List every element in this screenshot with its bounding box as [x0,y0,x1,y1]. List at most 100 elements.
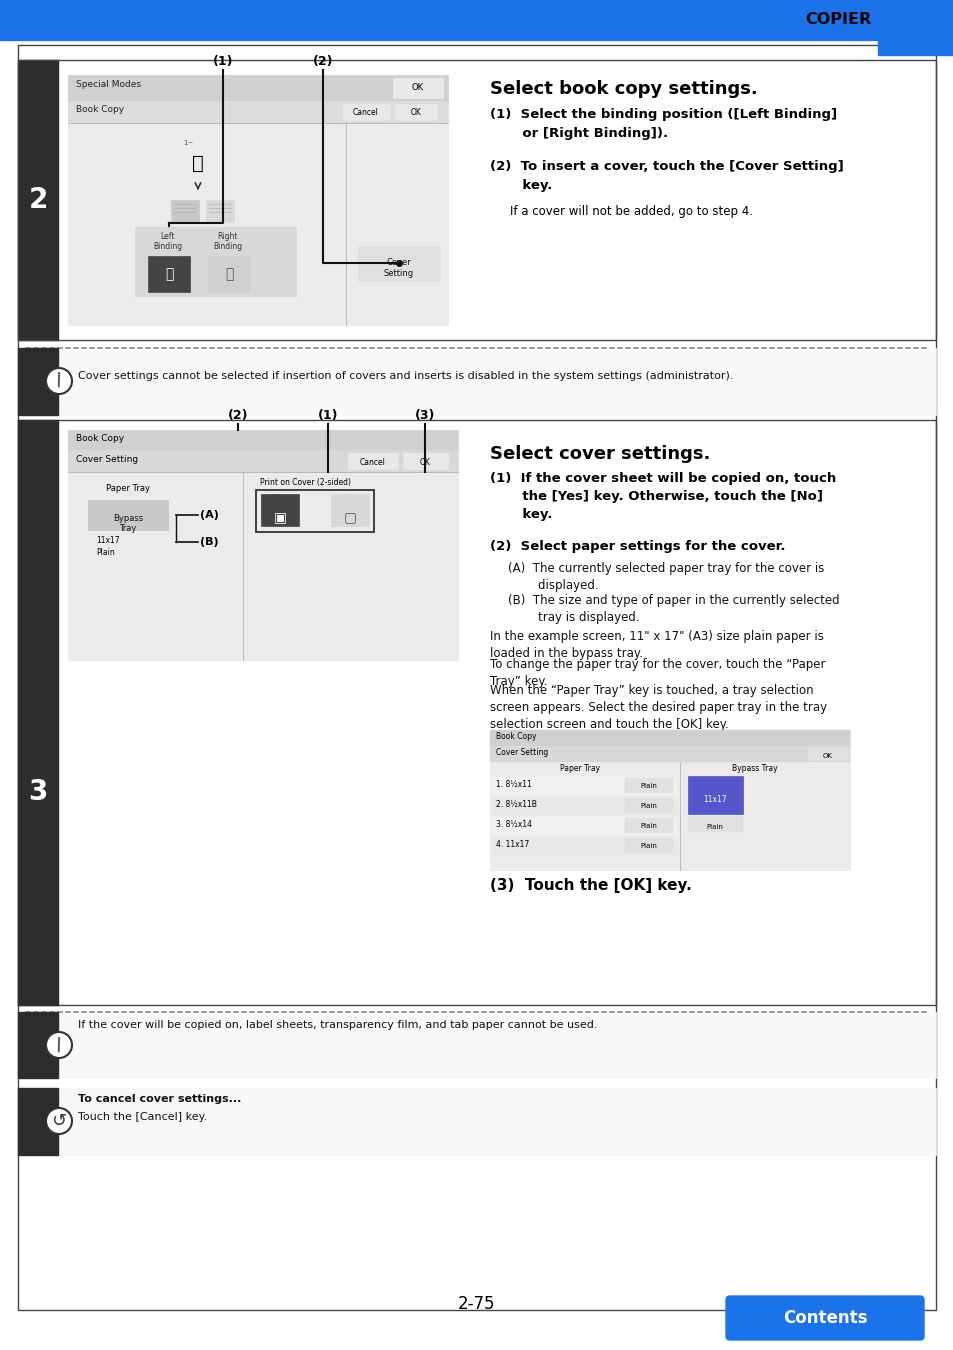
Text: (1)  Select the binding position ([Left Binding]
       or [Right Binding]).: (1) Select the binding position ([Left B… [490,108,836,140]
Text: (3)  Touch the [OK] key.: (3) Touch the [OK] key. [490,878,691,892]
Text: Select cover settings.: Select cover settings. [490,446,710,463]
Bar [492,817,678,836]
Text: OK: OK [822,753,832,759]
Text: Plain: Plain [639,783,657,788]
Text: In the example screen, 11" x 17" (A3) size plain paper is
loaded in the bypass t: In the example screen, 11" x 17" (A3) si… [490,630,823,660]
Bar [624,778,672,792]
Bar [18,59,58,340]
Text: Book Copy: Book Copy [496,732,536,741]
Text: Plain: Plain [706,824,722,830]
Bar [18,348,58,414]
Text: Plain: Plain [96,548,114,558]
Bar [490,747,849,761]
Bar [68,431,457,660]
Text: 📖: 📖 [192,154,204,173]
Text: Left
Binding: Left Binding [153,232,182,251]
Text: Paper Tray: Paper Tray [106,485,150,493]
Text: (B): (B) [200,537,218,547]
Bar [261,494,298,526]
Text: (2)  To insert a cover, touch the [Cover Setting]
       key.: (2) To insert a cover, touch the [Cover … [490,161,842,192]
Bar [624,838,672,853]
Bar [18,1088,58,1156]
Text: If the cover will be copied on, label sheets, transparency film, and tab paper c: If the cover will be copied on, label sh… [78,1021,597,1030]
Text: 4. 11x17: 4. 11x17 [496,840,529,849]
Text: When the “Paper Tray” key is touched, a tray selection
screen appears. Select th: When the “Paper Tray” key is touched, a … [490,684,826,730]
Text: 2: 2 [29,186,48,215]
Bar [68,76,448,325]
Text: Cover
Setting: Cover Setting [383,258,414,278]
Text: 11x17: 11x17 [96,536,119,545]
Text: ▢: ▢ [343,510,356,524]
Bar [255,490,374,532]
Bar [0,0,953,38]
Text: Cover Setting: Cover Setting [76,455,138,464]
Text: Plain: Plain [639,824,657,829]
Circle shape [46,1108,71,1134]
Text: Paper Tray: Paper Tray [559,764,599,774]
Bar [393,78,442,99]
Text: (A): (A) [200,510,218,520]
Bar [68,101,448,123]
Text: Right
Binding: Right Binding [213,232,242,251]
Text: If a cover will not be added, go to step 4.: If a cover will not be added, go to step… [510,205,752,217]
Bar [18,59,935,340]
Bar [0,36,953,40]
Text: Bypass
Tray: Bypass Tray [112,514,143,533]
Text: Contents: Contents [781,1310,866,1327]
Text: Plain: Plain [639,803,657,809]
Bar [208,256,250,292]
Text: Cover Setting: Cover Setting [496,748,548,757]
Bar [807,748,847,760]
Text: (2): (2) [313,55,333,68]
Text: /: / [53,370,64,390]
Bar [206,200,233,221]
Text: Yes: Yes [272,494,286,504]
Text: (2)  Select paper settings for the cover.: (2) Select paper settings for the cover. [490,540,784,553]
Text: COPIER: COPIER [805,12,871,27]
Text: Bypass Tray: Bypass Tray [731,764,777,774]
Text: Book Copy: Book Copy [76,433,124,443]
Text: Touch the [Cancel] key.: Touch the [Cancel] key. [78,1112,207,1122]
Bar [395,104,436,120]
Bar [492,778,678,795]
Text: 3: 3 [29,778,48,806]
Text: 2. 8½x11B: 2. 8½x11B [496,801,537,809]
Bar [331,494,369,526]
FancyBboxPatch shape [725,1296,923,1341]
Bar [148,256,190,292]
Bar [877,0,953,55]
Bar [18,420,58,1004]
Text: (A)  The currently selected paper tray for the cover is
        displayed.: (A) The currently selected paper tray fo… [507,562,823,593]
Text: Select book copy settings.: Select book copy settings. [490,80,757,99]
Text: Print on Cover (2-sided): Print on Cover (2-sided) [260,478,351,487]
Text: 11x17: 11x17 [702,795,726,805]
Text: 🖻: 🖻 [225,267,233,281]
Circle shape [46,369,71,394]
Text: (2): (2) [228,409,248,423]
Text: To change the paper tray for the cover, touch the “Paper
Tray” key.: To change the paper tray for the cover, … [490,657,824,688]
Text: No: No [343,494,355,504]
Text: 2-75: 2-75 [457,1295,496,1314]
Bar [18,1088,935,1156]
Text: 3. 8½x14: 3. 8½x14 [496,819,532,829]
Bar [490,730,849,747]
Text: Special Modes: Special Modes [76,80,141,89]
Bar [490,730,849,869]
Bar [492,796,678,815]
Text: Cancel: Cancel [353,108,378,117]
Text: 1. 8½x11: 1. 8½x11 [496,780,531,788]
Bar [357,246,439,281]
Text: OK: OK [419,458,430,467]
Bar [136,228,295,296]
Text: To cancel cover settings...: To cancel cover settings... [78,1094,241,1104]
Bar [348,454,397,468]
Text: 🖻: 🖻 [165,267,173,281]
Text: 1~: 1~ [183,140,193,146]
Text: (1): (1) [317,409,338,423]
Text: (1): (1) [213,55,233,68]
Bar [402,454,448,468]
Bar [18,348,935,414]
Bar [343,104,390,120]
Text: Cancel: Cancel [359,458,386,467]
Bar [624,798,672,813]
